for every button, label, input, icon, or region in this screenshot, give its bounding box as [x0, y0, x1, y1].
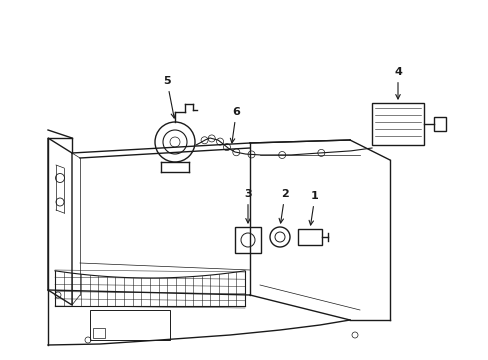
Text: 2: 2: [279, 189, 288, 223]
Bar: [433, 117, 445, 131]
Text: 5: 5: [163, 76, 175, 118]
Text: 6: 6: [230, 107, 240, 143]
Text: 1: 1: [308, 191, 318, 225]
Bar: [371, 103, 423, 145]
Text: 3: 3: [244, 189, 251, 223]
Text: 4: 4: [393, 67, 401, 99]
Bar: [235, 227, 261, 253]
Bar: [90, 310, 170, 340]
Bar: [297, 229, 321, 245]
Bar: [93, 328, 105, 338]
